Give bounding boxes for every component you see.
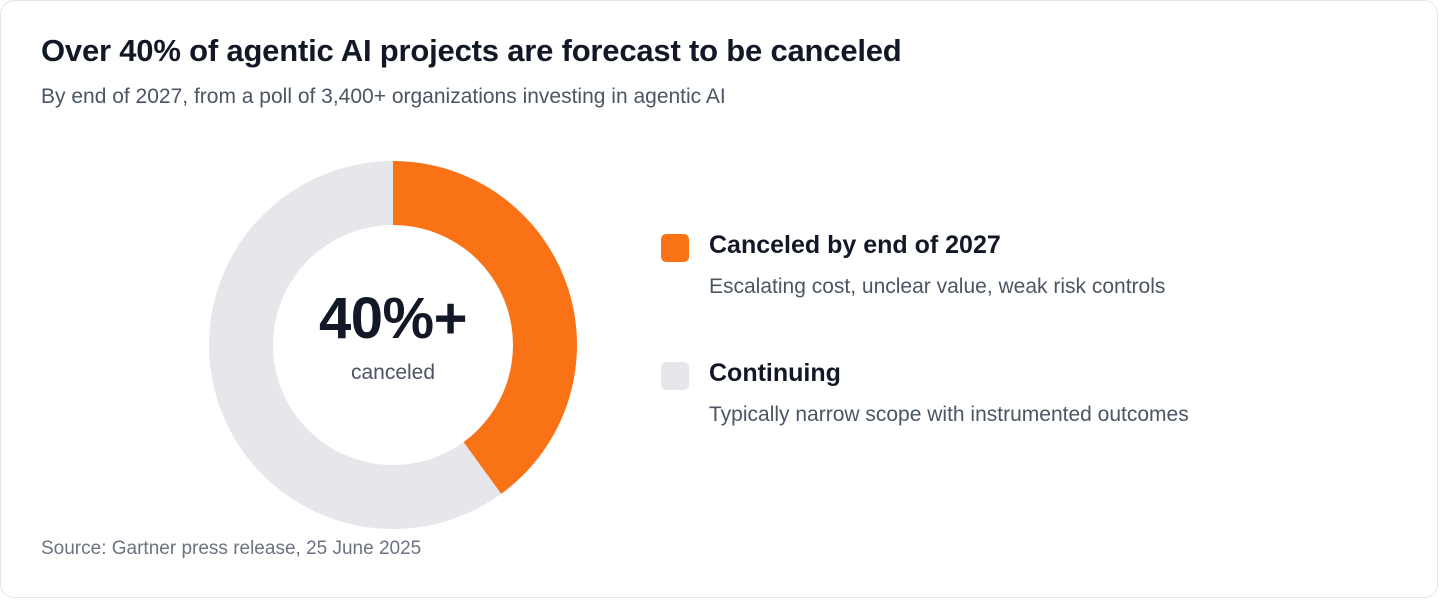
legend-description-continuing: Typically narrow scope with instrumented…	[709, 403, 1189, 426]
donut-center-value: 40%+	[319, 286, 467, 351]
legend-swatch-canceled	[661, 234, 689, 262]
donut-center-label: canceled	[350, 361, 436, 384]
donut-svg	[209, 161, 577, 529]
legend-label-canceled: Canceled by end of 2027	[709, 231, 1001, 259]
chart-title: Over 40% of agentic AI projects are fore…	[41, 33, 902, 68]
donut-slice-canceled	[393, 161, 577, 494]
source-note: Source: Gartner press release, 25 June 2…	[41, 538, 422, 559]
donut-chart: 40%+ canceled	[209, 161, 577, 529]
legend-label-continuing: Continuing	[709, 359, 841, 387]
donut-slice-continuing	[209, 161, 502, 529]
chart-subtitle: By end of 2027, from a poll of 3,400+ or…	[41, 85, 726, 108]
legend-swatch-continuing	[661, 362, 689, 390]
legend-description-canceled: Escalating cost, unclear value, weak ris…	[709, 275, 1166, 298]
